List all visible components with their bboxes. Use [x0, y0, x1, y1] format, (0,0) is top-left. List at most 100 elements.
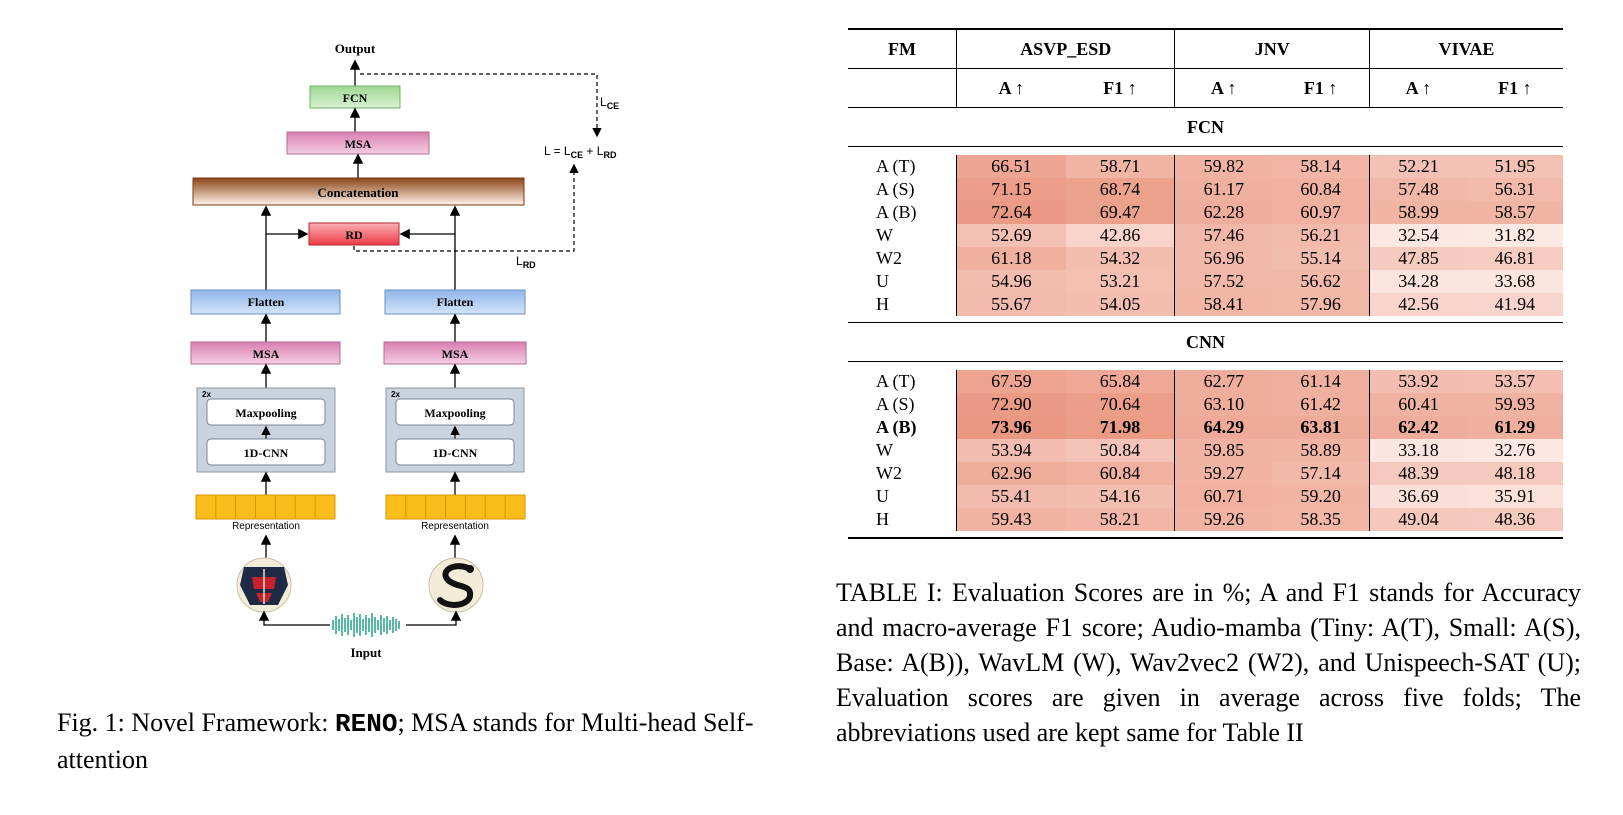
- lrd-label: LRD: [516, 254, 536, 270]
- score-cell: 55.41: [956, 485, 1066, 508]
- transformer-logo: [236, 557, 292, 613]
- header-fm: FM: [848, 28, 957, 69]
- score-cell: 53.94: [956, 439, 1066, 462]
- score-cell: 61.42: [1272, 393, 1371, 416]
- score-cell: 72.64: [956, 201, 1066, 224]
- table-row: U 54.96 53.21 57.52 56.62 34.28 33.68: [848, 270, 1563, 293]
- subheader-metric: F1 ↑: [1272, 68, 1371, 108]
- row-fm-label: W2: [848, 247, 957, 270]
- table-row: H 55.67 54.05 58.41 57.96 42.56 41.94: [848, 293, 1563, 316]
- score-cell: 59.20: [1272, 485, 1371, 508]
- score-cell: 61.17: [1174, 178, 1273, 201]
- score-cell: 53.57: [1466, 370, 1563, 393]
- score-cell: 53.92: [1369, 370, 1467, 393]
- msa-left-label: MSA: [253, 347, 280, 361]
- results-table: FM ASVP_ESD JNV VIVAE A ↑ F1 ↑ A ↑ F1 ↑ A ↑ F1 ↑ F…: [848, 28, 1563, 539]
- score-cell: 66.51: [956, 155, 1066, 178]
- header-dataset: ASVP_ESD: [956, 28, 1176, 69]
- score-cell: 58.99: [1369, 201, 1467, 224]
- representation-right: [385, 494, 526, 520]
- concatenation-label: Concatenation: [318, 185, 400, 200]
- framework-diagram: Output FCN MSA Concatenation LCE L = LCE…: [190, 40, 660, 690]
- subheader-metric: F1 ↑: [1065, 68, 1176, 108]
- lce-label: LCE: [600, 95, 619, 111]
- score-cell: 32.76: [1466, 439, 1563, 462]
- score-cell: 54.96: [956, 270, 1066, 293]
- score-cell: 57.46: [1174, 224, 1273, 247]
- score-cell: 58.71: [1065, 155, 1176, 178]
- score-cell: 72.90: [956, 393, 1066, 416]
- table-row: W 52.69 42.86 57.46 56.21 32.54 31.82: [848, 224, 1563, 247]
- score-cell: 61.14: [1272, 370, 1371, 393]
- table-row: H 59.43 58.21 59.26 58.35 49.04 48.36: [848, 508, 1563, 531]
- cnn-right-label: 1D-CNN: [433, 446, 478, 460]
- score-cell: 65.84: [1065, 370, 1176, 393]
- score-cell: 52.21: [1369, 155, 1467, 178]
- score-cell: 63.81: [1272, 416, 1371, 439]
- score-cell: 64.29: [1174, 416, 1273, 439]
- row-fm-label: W2: [848, 462, 957, 485]
- score-cell: 50.84: [1065, 439, 1176, 462]
- score-cell: 61.18: [956, 247, 1066, 270]
- input-label: Input: [350, 645, 382, 660]
- flatten-right-label: Flatten: [437, 295, 474, 309]
- score-cell: 55.67: [956, 293, 1066, 316]
- score-cell: 68.74: [1065, 178, 1176, 201]
- score-cell: 59.27: [1174, 462, 1273, 485]
- section-header-row: FCN: [848, 107, 1563, 147]
- section-end: [848, 531, 1563, 539]
- score-cell: 48.39: [1369, 462, 1467, 485]
- score-cell: 59.82: [1174, 155, 1273, 178]
- score-cell: 58.14: [1272, 155, 1371, 178]
- repeat-right-label: 2x: [391, 390, 400, 399]
- score-cell: 56.21: [1272, 224, 1371, 247]
- score-cell: 71.15: [956, 178, 1066, 201]
- rd-block: [308, 222, 400, 246]
- score-cell: 57.48: [1369, 178, 1467, 201]
- row-fm-label: W: [848, 439, 957, 462]
- table-caption: TABLE I: Evaluation Scores are in %; A a…: [836, 578, 1581, 747]
- score-cell: 55.14: [1272, 247, 1371, 270]
- score-cell: 57.96: [1272, 293, 1371, 316]
- score-cell: 58.35: [1272, 508, 1371, 531]
- score-cell: 34.28: [1369, 270, 1467, 293]
- score-cell: 41.94: [1466, 293, 1563, 316]
- score-cell: 61.29: [1466, 416, 1563, 439]
- score-cell: 48.36: [1466, 508, 1563, 531]
- score-cell: 52.69: [956, 224, 1066, 247]
- row-fm-label: W: [848, 224, 957, 247]
- score-cell: 57.52: [1174, 270, 1273, 293]
- score-cell: 32.54: [1369, 224, 1467, 247]
- concatenation-block: [192, 177, 525, 206]
- row-fm-label: A (S): [848, 393, 957, 416]
- score-cell: 58.89: [1272, 439, 1371, 462]
- score-cell: 73.96: [956, 416, 1066, 439]
- score-cell: 59.26: [1174, 508, 1273, 531]
- score-cell: 56.62: [1272, 270, 1371, 293]
- score-cell: 36.69: [1369, 485, 1467, 508]
- header-dataset: VIVAE: [1369, 28, 1563, 69]
- section-label: CNN: [848, 322, 1563, 362]
- score-cell: 46.81: [1466, 247, 1563, 270]
- representation-left: [195, 494, 336, 520]
- score-cell: 56.31: [1466, 178, 1563, 201]
- score-cell: 42.56: [1369, 293, 1467, 316]
- score-cell: 60.97: [1272, 201, 1371, 224]
- row-fm-label: H: [848, 508, 957, 531]
- flatten-left-label: Flatten: [248, 295, 285, 309]
- row-fm-label: U: [848, 270, 957, 293]
- score-cell: 56.96: [1174, 247, 1273, 270]
- score-cell: 53.21: [1065, 270, 1176, 293]
- score-cell: 59.93: [1466, 393, 1563, 416]
- score-cell: 63.10: [1174, 393, 1273, 416]
- msa-right-label: MSA: [442, 347, 469, 361]
- table-row: A (T) 67.59 65.84 62.77 61.14 53.92 53.57: [848, 370, 1563, 393]
- fcn-label: FCN: [343, 91, 368, 105]
- score-cell: 69.47: [1065, 201, 1176, 224]
- cnn-left-label: 1D-CNN: [244, 446, 289, 460]
- section-gap: [848, 361, 1563, 370]
- score-cell: 62.77: [1174, 370, 1273, 393]
- representation-left-label: Representation: [232, 521, 300, 532]
- score-cell: 58.57: [1466, 201, 1563, 224]
- maxpool-left-label: Maxpooling: [235, 406, 296, 420]
